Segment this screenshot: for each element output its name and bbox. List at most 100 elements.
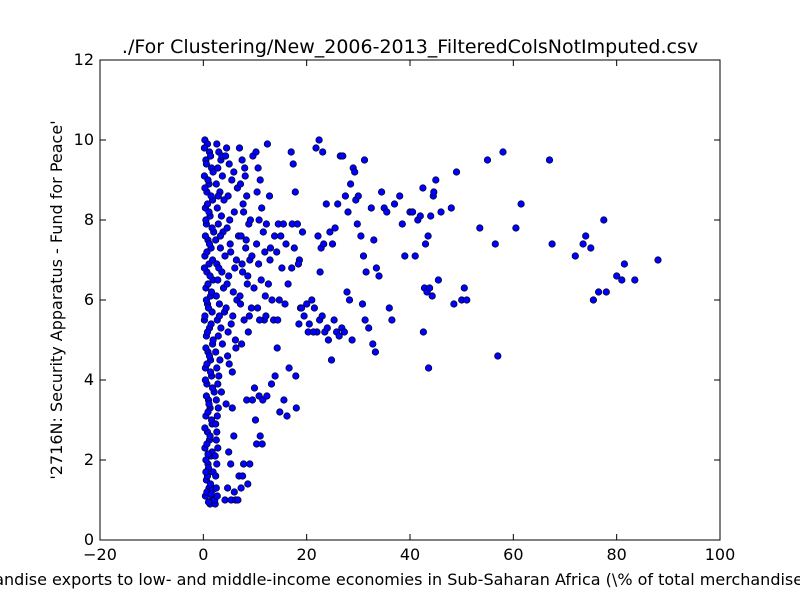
x-tick-label: 20: [296, 545, 316, 564]
data-point: [424, 232, 432, 240]
data-point: [494, 352, 502, 360]
y-tick-label: 6: [84, 290, 94, 309]
data-point: [202, 296, 210, 304]
data-point: [202, 344, 210, 352]
x-tick-label: 40: [400, 545, 420, 564]
data-point: [517, 200, 525, 208]
data-point: [202, 216, 210, 224]
data-point: [512, 224, 520, 232]
data-point: [216, 356, 224, 364]
data-point: [293, 220, 302, 228]
data-point: [226, 240, 234, 248]
data-point: [238, 260, 246, 268]
data-point: [370, 236, 378, 244]
data-point: [282, 240, 290, 248]
data-point: [231, 336, 239, 344]
data-point: [237, 484, 245, 492]
data-point: [266, 256, 274, 264]
data-point: [594, 288, 603, 296]
data-point: [224, 192, 232, 200]
data-point: [228, 176, 236, 184]
data-point: [204, 450, 212, 458]
data-point: [205, 400, 213, 408]
x-tick-label: 80: [606, 545, 626, 564]
data-point: [246, 460, 254, 468]
data-point: [274, 316, 282, 324]
data-point: [241, 164, 249, 172]
data-point: [215, 264, 223, 272]
data-point: [204, 498, 213, 506]
data-point: [271, 232, 279, 240]
y-tick-label: 0: [84, 530, 94, 549]
data-point: [300, 312, 308, 320]
data-point: [265, 192, 274, 200]
data-point: [223, 280, 231, 288]
data-point: [327, 356, 336, 364]
data-point: [261, 292, 269, 300]
data-point: [308, 296, 316, 304]
data-point: [202, 468, 210, 476]
y-axis-label: '2716N: Security Apparatus - Fund for Pe…: [47, 120, 66, 479]
data-point: [207, 368, 215, 376]
data-point: [483, 156, 492, 164]
data-point: [221, 252, 229, 260]
data-point: [330, 316, 338, 324]
data-point: [428, 292, 436, 300]
data-point: [401, 252, 409, 260]
data-point: [545, 156, 554, 164]
data-point: [351, 168, 359, 176]
data-point: [214, 404, 222, 412]
data-point: [225, 448, 233, 456]
data-point: [209, 168, 217, 176]
data-point: [259, 228, 267, 236]
data-point: [212, 348, 220, 356]
data-point: [383, 208, 391, 216]
data-point: [654, 256, 662, 264]
data-point: [263, 140, 272, 148]
data-point: [215, 312, 223, 320]
data-point: [208, 224, 216, 232]
data-point: [255, 216, 263, 224]
data-point: [244, 480, 252, 488]
data-point: [213, 428, 221, 436]
data-point: [215, 300, 223, 308]
data-point: [278, 264, 286, 272]
data-point: [214, 220, 222, 228]
data-point: [206, 432, 214, 440]
data-point: [231, 264, 239, 272]
data-point: [202, 392, 210, 400]
data-point: [571, 252, 579, 260]
data-point: [248, 252, 256, 260]
data-point: [212, 236, 220, 244]
chart-title: ./For Clustering/New_2006-2013_FilteredC…: [122, 36, 698, 58]
data-point: [323, 324, 331, 332]
data-point: [287, 148, 295, 156]
data-point: [353, 220, 361, 228]
data-point: [359, 252, 368, 260]
data-point: [253, 240, 261, 248]
data-point: [273, 344, 281, 352]
data-point: [419, 184, 427, 192]
data-point: [250, 284, 258, 292]
data-point: [256, 432, 264, 440]
y-tick-label: 2: [84, 450, 94, 469]
data-point: [222, 400, 230, 408]
data-point: [253, 188, 261, 196]
data-point: [371, 348, 380, 356]
data-point: [339, 152, 347, 160]
data-point: [218, 172, 226, 180]
data-point: [234, 496, 242, 504]
data-point: [244, 328, 252, 336]
y-tick-label: 4: [84, 370, 94, 389]
data-point: [225, 272, 233, 280]
data-point: [207, 152, 215, 160]
data-point: [246, 216, 254, 224]
data-point: [372, 264, 381, 272]
data-point: [226, 216, 234, 224]
data-point: [618, 276, 626, 284]
data-point: [212, 292, 220, 300]
data-point: [235, 144, 244, 152]
data-point: [343, 288, 351, 296]
data-point: [582, 232, 590, 240]
data-point: [289, 160, 297, 168]
